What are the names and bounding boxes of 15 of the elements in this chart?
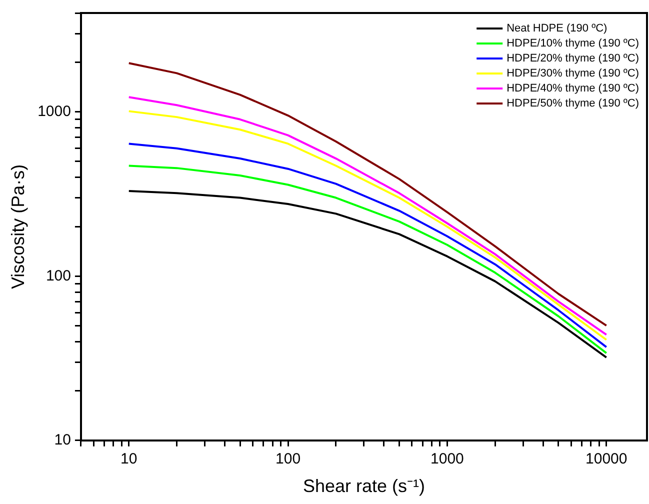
x-tick-label: 10000	[586, 450, 628, 468]
legend-label: HDPE/10% thyme (190 ºC)	[506, 38, 640, 50]
legend-label: HDPE/40% thyme (190 ºC)	[506, 82, 640, 95]
x-tick-label: 10	[120, 450, 138, 468]
legend-label: HDPE/50% thyme (190 ºC)	[506, 98, 640, 110]
y-tick-label: 100	[46, 267, 71, 284]
legend-label: HDPE/20% thyme (190 ºC)	[506, 52, 640, 65]
x-axis-title: Shear rate (s⁻¹)	[302, 476, 426, 496]
x-tick-label: 1000	[430, 450, 464, 468]
y-tick-label: 1000	[38, 103, 71, 120]
y-axis-title: Viscosity (Pa·s)	[8, 164, 28, 290]
legend-label: HDPE/30% thyme (190 ºC)	[506, 68, 640, 80]
y-tick-label: 10	[54, 432, 71, 449]
x-tick-label: 100	[276, 450, 301, 468]
legend-label: Neat HDPE (190 ºC)	[506, 22, 608, 35]
